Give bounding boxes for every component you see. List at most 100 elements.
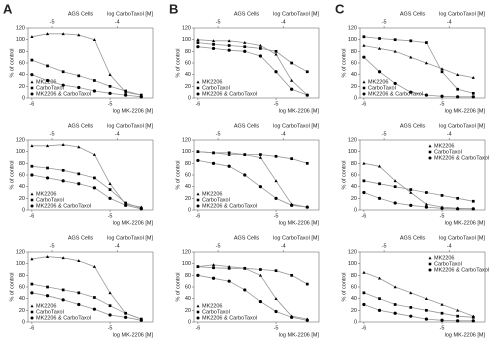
y-tick-label: 100 bbox=[16, 261, 25, 267]
marker-circle bbox=[290, 203, 294, 207]
marker-triangle bbox=[409, 55, 413, 59]
marker-triangle bbox=[428, 256, 432, 260]
marker-circle bbox=[211, 46, 216, 51]
marker-square bbox=[456, 196, 460, 200]
x2-tick-label: -4 bbox=[447, 131, 452, 137]
marker-circle bbox=[227, 279, 231, 283]
legend-label: CarboTaxol bbox=[36, 85, 64, 91]
marker-circle bbox=[61, 179, 65, 183]
legend-label: MK2206 & CarboTaxol bbox=[368, 91, 423, 97]
marker-triangle bbox=[274, 297, 278, 300]
marker-circle bbox=[362, 302, 366, 307]
marker-triangle bbox=[108, 182, 112, 186]
marker-triangle bbox=[393, 179, 397, 183]
marker-circle bbox=[196, 45, 200, 49]
y-tick-label: 20 bbox=[185, 308, 191, 314]
marker-square bbox=[290, 61, 294, 65]
marker-circle bbox=[243, 288, 247, 292]
marker-circle bbox=[30, 291, 34, 295]
marker-square bbox=[393, 38, 397, 42]
marker-square bbox=[30, 282, 34, 286]
marker-square bbox=[30, 58, 34, 62]
y-tick-label: 60 bbox=[19, 284, 25, 290]
y-axis-label: % of control bbox=[175, 160, 181, 189]
y-tick-label: 100 bbox=[16, 149, 25, 155]
x-tick-label: -5 bbox=[274, 101, 279, 107]
marker-circle bbox=[258, 185, 263, 189]
marker-circle bbox=[456, 95, 460, 99]
marker-circle bbox=[440, 94, 444, 98]
x2-tick-label: -5 bbox=[382, 131, 387, 137]
marker-triangle bbox=[428, 144, 432, 148]
x-axis-label: log MK-2206 [M] bbox=[445, 332, 486, 338]
legend-label: MK2206 bbox=[202, 79, 223, 85]
marker-circle bbox=[243, 49, 247, 53]
y-tick-label: 0 bbox=[22, 207, 25, 213]
marker-triangle bbox=[393, 49, 397, 53]
marker-circle bbox=[258, 299, 263, 304]
y-axis-label: % of control bbox=[9, 272, 15, 301]
legend-label: MK2206 & CarboTaxol bbox=[202, 91, 257, 97]
marker-circle bbox=[471, 95, 475, 99]
marker-triangle bbox=[440, 302, 444, 306]
marker-triangle bbox=[456, 308, 460, 312]
marker-triangle bbox=[92, 152, 97, 156]
legend-label: MK2206 bbox=[434, 255, 455, 261]
marker-triangle bbox=[424, 297, 429, 300]
y-tick-label: 120 bbox=[16, 137, 25, 143]
chart-title: AGS Cells bbox=[400, 11, 426, 17]
marker-square bbox=[425, 308, 428, 312]
marker-square bbox=[124, 201, 128, 205]
y-tick-label: 20 bbox=[351, 196, 357, 202]
marker-triangle bbox=[30, 35, 34, 39]
marker-square bbox=[196, 198, 200, 202]
marker-square bbox=[30, 86, 34, 90]
legend-label: CarboTaxol bbox=[202, 197, 230, 203]
marker-square bbox=[30, 164, 34, 168]
marker-circle bbox=[424, 317, 429, 321]
y-axis-label: % of control bbox=[9, 48, 15, 77]
y-tick-label: 120 bbox=[182, 249, 191, 255]
marker-square bbox=[196, 265, 200, 268]
y-axis-label: % of control bbox=[9, 160, 15, 189]
panel-label: C bbox=[335, 1, 345, 16]
marker-triangle bbox=[196, 80, 200, 84]
marker-circle bbox=[139, 95, 143, 99]
marker-square bbox=[456, 314, 460, 318]
marker-triangle bbox=[196, 192, 200, 196]
x-axis-label: log MK-2206 [M] bbox=[445, 220, 486, 226]
marker-square bbox=[30, 310, 34, 314]
marker-circle bbox=[258, 54, 263, 58]
x2-axis-label: log CarboTaxol [M] bbox=[439, 235, 485, 241]
fit-curve bbox=[197, 151, 308, 164]
marker-circle bbox=[77, 302, 81, 307]
legend-label: CarboTaxol bbox=[36, 197, 64, 203]
y-axis-label: % of control bbox=[341, 272, 347, 301]
marker-circle bbox=[290, 315, 294, 319]
y-tick-label: 80 bbox=[185, 49, 191, 55]
marker-square bbox=[471, 199, 475, 203]
marker-circle bbox=[61, 298, 65, 302]
marker-triangle bbox=[258, 273, 263, 277]
legend-label: MK2206 bbox=[434, 143, 455, 149]
legend-label: MK2206 & CarboTaxol bbox=[434, 155, 489, 161]
marker-square bbox=[274, 269, 278, 273]
x2-tick-label: -5 bbox=[50, 131, 55, 137]
x-axis-label: log MK-2206 [M] bbox=[113, 108, 154, 114]
marker-square bbox=[440, 311, 444, 315]
marker-circle bbox=[124, 93, 128, 97]
fit-curve bbox=[197, 160, 308, 208]
y-tick-label: 40 bbox=[19, 72, 25, 78]
marker-circle bbox=[456, 319, 460, 323]
marker-circle bbox=[440, 318, 444, 322]
y-tick-label: 20 bbox=[185, 196, 191, 202]
y-tick-label: 40 bbox=[185, 296, 191, 302]
y-tick-label: 80 bbox=[19, 49, 25, 55]
marker-triangle bbox=[409, 190, 413, 194]
fit-curve bbox=[31, 33, 142, 96]
y-tick-label: 20 bbox=[351, 84, 357, 90]
marker-square bbox=[93, 79, 96, 82]
y-axis-label: % of control bbox=[341, 48, 347, 77]
marker-circle bbox=[196, 316, 200, 320]
marker-square bbox=[243, 266, 247, 270]
